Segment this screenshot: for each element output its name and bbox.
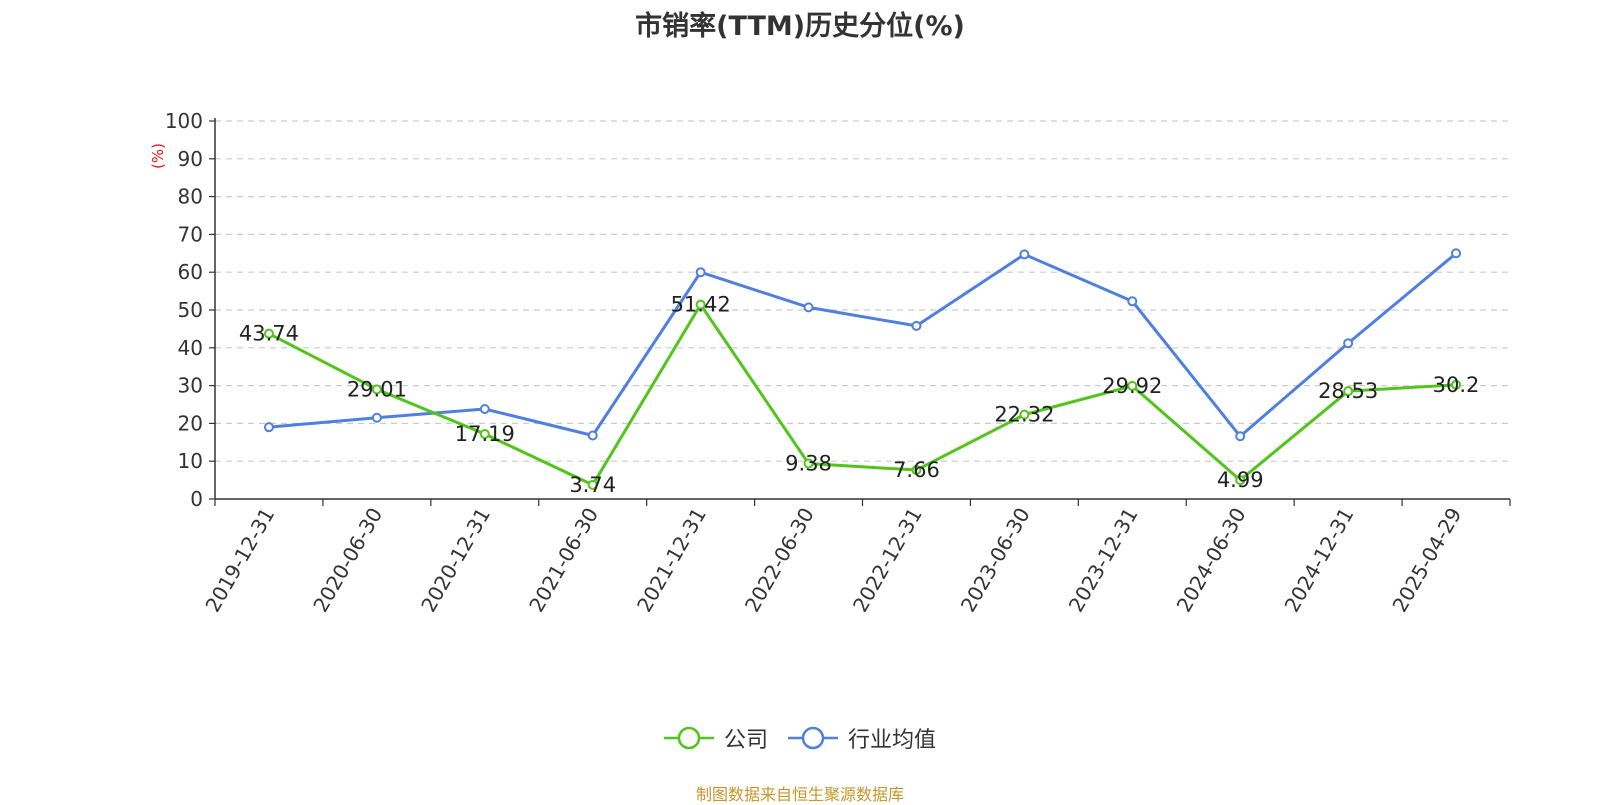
data-point-company	[1019, 409, 1030, 420]
data-label: 29.92	[1102, 374, 1162, 398]
y-tick-label: 10	[178, 449, 203, 473]
x-tick-label: 2023-12-31	[1064, 504, 1143, 617]
y-tick-label: 90	[178, 147, 203, 171]
y-tick-label: 40	[178, 336, 203, 360]
data-point-industry	[263, 422, 274, 433]
x-tick-label: 2022-06-30	[740, 504, 819, 617]
y-tick-label: 70	[178, 222, 203, 246]
x-tick-label: 2024-06-30	[1172, 504, 1251, 617]
data-point-company	[803, 458, 814, 469]
legend: 公司 行业均值	[0, 722, 1600, 754]
data-label: 9.38	[785, 452, 832, 476]
data-label: 3.74	[569, 473, 616, 497]
data-point-industry	[371, 412, 382, 423]
data-point-industry	[1127, 296, 1138, 307]
x-tick-label: 2021-06-30	[524, 504, 603, 617]
data-label: 30.2	[1433, 373, 1480, 397]
source-note: 制图数据来自恒生聚源数据库	[695, 785, 904, 804]
x-tick-label: 2020-06-30	[308, 504, 387, 617]
y-tick-label: 30	[178, 374, 203, 398]
legend-label-company: 公司	[723, 728, 768, 753]
chart-title: 市销率(TTM)历史分位(%)	[635, 11, 965, 42]
series-line-industry	[268, 252, 1458, 438]
x-tick-label: 2020-12-31	[416, 503, 495, 616]
y-axis-label: (%)	[149, 143, 167, 169]
data-point-industry	[803, 302, 814, 313]
x-tick-label: 2024-12-31	[1280, 504, 1359, 617]
data-label: 51.42	[671, 293, 731, 317]
data-point-industry	[911, 320, 922, 331]
y-tick-label: 60	[178, 260, 203, 284]
legend-symbol-industry	[788, 726, 838, 750]
data-label-layer: 43.74 29.01 17.19 3.74 51.42 9.38 7.66 22.32 29.…	[239, 293, 1480, 497]
data-point-company	[1235, 475, 1246, 486]
data-label: 7.66	[893, 458, 940, 482]
data-point-industry	[695, 267, 706, 278]
data-point-industry	[1235, 431, 1246, 442]
y-tick-label: 0	[190, 487, 203, 511]
y-tick-label: 80	[178, 185, 203, 209]
data-point-company	[1451, 379, 1462, 390]
data-label: 22.32	[994, 403, 1054, 427]
legend-item-industry[interactable]: 行业均值	[788, 722, 936, 754]
data-label: 4.99	[1217, 468, 1264, 492]
grid-layer	[215, 120, 1510, 462]
y-tick-label: 20	[178, 411, 203, 435]
data-point-company	[263, 328, 274, 339]
x-tick-label: 2022-12-31	[848, 503, 927, 616]
data-point-company	[587, 479, 598, 490]
data-point-industry	[587, 430, 598, 441]
data-label: 28.53	[1318, 379, 1378, 403]
x-tick-label: 2021-12-31	[632, 504, 711, 617]
data-point-company	[695, 299, 706, 310]
data-point-industry	[479, 404, 490, 415]
x-tick-label: 2023-06-30	[956, 504, 1035, 617]
data-point-company	[479, 429, 490, 440]
y-tick-label: 50	[178, 298, 203, 322]
data-point-industry	[1343, 338, 1354, 349]
x-tick-label: 2025-04-29	[1387, 504, 1466, 617]
data-point-company	[911, 465, 922, 476]
data-point-industry	[1019, 249, 1030, 260]
data-label: 43.74	[239, 322, 299, 346]
data-label: 17.19	[455, 422, 515, 446]
legend-label-industry: 行业均值	[848, 728, 937, 753]
legend-item-company[interactable]: 公司	[663, 722, 768, 754]
series-layer	[263, 248, 1462, 490]
data-point-company	[1343, 386, 1354, 397]
data-point-company	[371, 384, 382, 395]
series-line-company	[268, 303, 1457, 487]
legend-symbol-company	[663, 726, 714, 750]
data-point-industry	[1451, 248, 1462, 259]
y-tick-label: 100	[165, 109, 203, 133]
data-label: 29.01	[347, 377, 407, 401]
x-tick-label: 2019-12-31	[200, 504, 279, 617]
data-point-company	[1127, 380, 1138, 391]
axis-layer: 0 10 20 30 40 50 60 70 80 90 100 (%) 2019-12-31 2020-…	[149, 109, 1511, 617]
